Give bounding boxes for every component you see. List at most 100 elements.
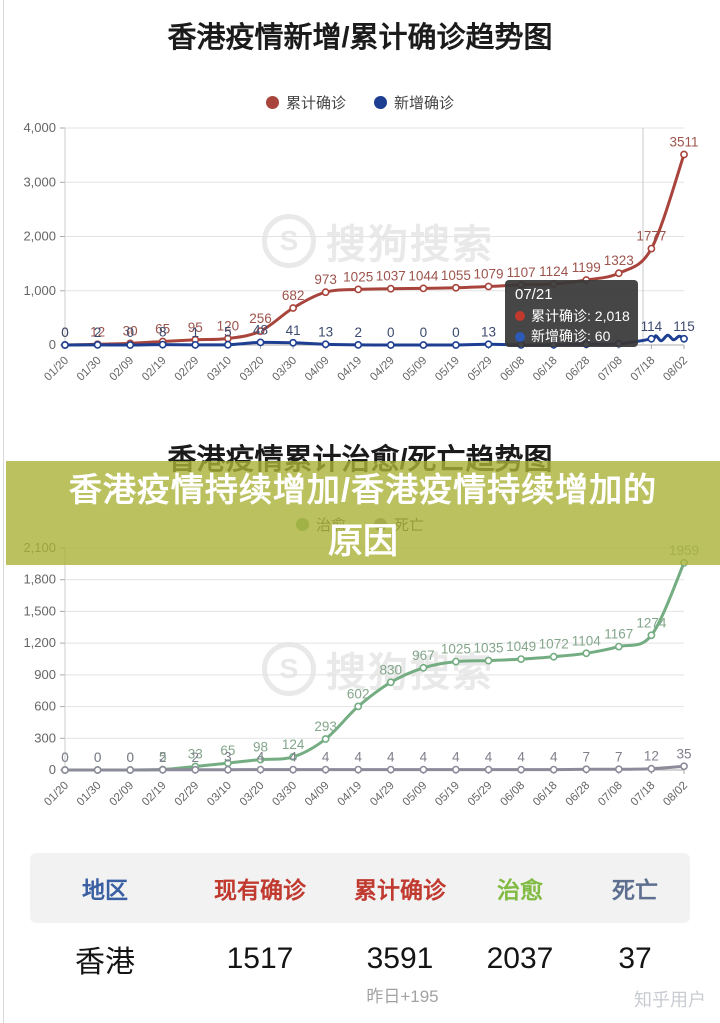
svg-text:04/19: 04/19 — [335, 355, 364, 384]
svg-text:4: 4 — [322, 750, 330, 765]
svg-text:5: 5 — [159, 750, 167, 765]
svg-text:4: 4 — [485, 750, 493, 765]
svg-text:03/20: 03/20 — [238, 355, 267, 384]
svg-text:682: 682 — [282, 288, 305, 303]
svg-text:12: 12 — [644, 749, 659, 764]
tooltip-row: 累计确诊: 2,018 — [515, 307, 630, 324]
svg-text:2,000: 2,000 — [23, 229, 56, 244]
table-data-row: 香港 1517 3591 2037 37 — [30, 925, 690, 993]
headline-overlay: 香港疫情持续增加/香港疫情持续增加的 原因 — [6, 461, 720, 565]
tooltip-text: 累计确诊: 2,018 — [531, 307, 630, 324]
svg-text:1777: 1777 — [636, 229, 666, 244]
svg-text:124: 124 — [282, 737, 305, 752]
svg-text:4: 4 — [289, 750, 297, 765]
chart1-tooltip: 07/21 累计确诊: 2,018 新增确诊: 60 — [505, 280, 638, 347]
svg-text:3,000: 3,000 — [23, 174, 56, 189]
svg-text:04/29: 04/29 — [368, 780, 397, 809]
svg-text:1: 1 — [192, 325, 200, 340]
svg-text:12: 12 — [90, 324, 105, 339]
sogou-logo-icon: S — [262, 214, 316, 268]
legend-item-新增确诊[interactable]: 新增确诊 — [374, 92, 454, 113]
svg-text:06/18: 06/18 — [531, 780, 560, 809]
svg-text:7: 7 — [615, 749, 623, 764]
svg-text:98: 98 — [253, 740, 268, 755]
svg-text:06/28: 06/28 — [564, 355, 593, 384]
svg-text:1107: 1107 — [507, 265, 536, 280]
svg-text:1037: 1037 — [376, 269, 406, 284]
svg-text:0: 0 — [61, 750, 69, 765]
sogou-watermark: S 搜狗搜索 — [262, 212, 494, 270]
tooltip-dot-icon — [515, 311, 525, 322]
svg-text:0: 0 — [126, 750, 134, 765]
table-header-cell: 治愈 — [497, 877, 543, 903]
svg-text:05/29: 05/29 — [466, 780, 495, 809]
svg-text:4: 4 — [420, 750, 428, 765]
svg-text:05/09: 05/09 — [401, 355, 430, 384]
chart2-canvas[interactable]: 03006009001,2001,5001,8002,10001/2001/30… — [0, 535, 720, 835]
svg-text:01/30: 01/30 — [75, 355, 104, 384]
svg-text:02/29: 02/29 — [173, 355, 202, 384]
svg-text:967: 967 — [412, 648, 435, 663]
table-cell: 1517 — [226, 942, 294, 975]
table-header-cell: 现有确诊 — [214, 877, 306, 903]
yesterday-change-note: 昨日+195 — [366, 987, 439, 1006]
svg-text:1104: 1104 — [572, 633, 602, 648]
sogou-watermark-text: 搜狗搜索 — [326, 223, 494, 267]
svg-text:1,000: 1,000 — [23, 283, 56, 298]
svg-text:06/18: 06/18 — [531, 355, 560, 384]
svg-text:02/09: 02/09 — [107, 355, 136, 384]
svg-text:1072: 1072 — [539, 637, 569, 652]
svg-text:7: 7 — [583, 749, 591, 764]
svg-text:0: 0 — [387, 325, 395, 340]
svg-text:65: 65 — [155, 322, 170, 337]
headline-line1: 香港疫情持续增加/香港疫情持续增加的 — [68, 470, 658, 508]
svg-text:0: 0 — [61, 325, 69, 340]
table-header-cell: 地区 — [82, 877, 128, 903]
svg-text:07/08: 07/08 — [596, 780, 625, 809]
svg-text:07/18: 07/18 — [629, 780, 658, 809]
legend-item-累计确诊[interactable]: 累计确诊 — [265, 92, 346, 113]
table-header-row: 地区 现有确诊 累计确诊 治愈 死亡 — [30, 853, 690, 923]
svg-text:973: 973 — [314, 272, 337, 287]
svg-text:08/02: 08/02 — [661, 780, 690, 809]
svg-text:1124: 1124 — [539, 264, 569, 279]
svg-text:900: 900 — [34, 667, 56, 682]
tooltip-rows: 累计确诊: 2,018 新增确诊: 60 — [515, 307, 630, 345]
svg-text:03/20: 03/20 — [238, 780, 267, 809]
svg-text:95: 95 — [188, 320, 203, 335]
svg-text:07/18: 07/18 — [629, 355, 658, 384]
series-死亡-line: 0 0 0 2 2 3 4 4 4 4 4 4 4 4 4 4 7 7 12 35 — [61, 746, 692, 774]
tooltip-row: 新增确诊: 60 — [515, 328, 628, 344]
svg-text:1079: 1079 — [473, 267, 503, 282]
svg-text:2: 2 — [354, 325, 362, 340]
svg-text:05/19: 05/19 — [433, 355, 462, 384]
tooltip-dot-icon — [515, 331, 525, 342]
svg-text:5: 5 — [224, 325, 232, 340]
svg-text:3511: 3511 — [669, 135, 698, 150]
svg-text:8: 8 — [159, 325, 167, 340]
svg-text:1323: 1323 — [604, 253, 634, 268]
svg-text:1199: 1199 — [572, 260, 601, 275]
svg-text:02/09: 02/09 — [107, 780, 136, 809]
svg-text:0: 0 — [94, 750, 102, 765]
svg-text:01/20: 01/20 — [42, 780, 71, 809]
svg-text:02/19: 02/19 — [140, 780, 169, 809]
chart1-canvas[interactable]: 0 1,000 2,000 3,000 4,000 01/20 01/30 02/09 02/1… — [0, 112, 720, 412]
svg-text:2: 2 — [94, 325, 102, 340]
svg-text:07/08: 07/08 — [596, 355, 625, 384]
svg-text:1049: 1049 — [506, 639, 536, 654]
svg-text:4: 4 — [257, 750, 265, 765]
svg-text:35: 35 — [676, 746, 691, 761]
tooltip-date: 07/21 — [515, 286, 553, 303]
table-cell: 3591 — [366, 942, 434, 975]
svg-text:0: 0 — [61, 325, 69, 340]
svg-text:600: 600 — [34, 699, 56, 714]
svg-text:1274: 1274 — [636, 615, 667, 630]
svg-text:1,200: 1,200 — [23, 635, 56, 650]
svg-text:115: 115 — [673, 319, 695, 334]
svg-text:1,500: 1,500 — [23, 603, 56, 618]
svg-text:4: 4 — [517, 750, 525, 765]
svg-text:13: 13 — [318, 324, 333, 339]
